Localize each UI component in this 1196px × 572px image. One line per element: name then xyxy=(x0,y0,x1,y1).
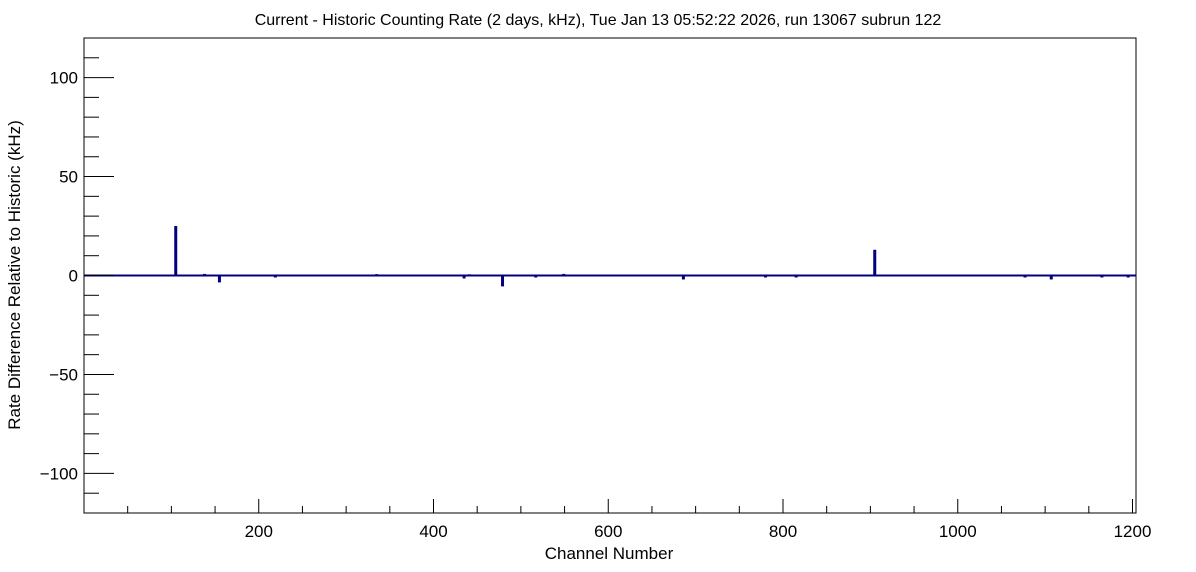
x-tick-label: 400 xyxy=(419,522,447,541)
data-bar xyxy=(873,249,877,276)
data-bar xyxy=(794,275,798,278)
y-tick-label: 100 xyxy=(50,69,78,88)
data-bar xyxy=(203,273,207,276)
x-tick-label: 800 xyxy=(769,522,797,541)
data-bar xyxy=(217,275,221,283)
data-bar xyxy=(681,275,685,280)
data-bar xyxy=(562,273,566,276)
y-tick-label: 50 xyxy=(59,168,78,187)
y-axis-label: Rate Difference Relative to Historic (kH… xyxy=(5,120,24,430)
data-marks xyxy=(84,226,1136,287)
data-bar xyxy=(273,275,277,278)
data-bar xyxy=(462,275,466,279)
x-tick-label: 600 xyxy=(594,522,622,541)
x-tick-label: 200 xyxy=(245,522,273,541)
data-bar xyxy=(764,275,768,278)
data-bar xyxy=(174,226,178,276)
data-bar xyxy=(375,274,379,276)
chart-title: Current - Historic Counting Rate (2 days… xyxy=(255,12,942,29)
data-bar xyxy=(1126,275,1130,278)
x-tick-label: 1200 xyxy=(1114,522,1152,541)
y-tick-label: −100 xyxy=(40,464,78,483)
data-bar xyxy=(1049,275,1053,280)
y-tick-label: 0 xyxy=(69,267,78,286)
x-axis-label: Channel Number xyxy=(545,544,674,563)
y-axis: −100 −50 0 50 100 xyxy=(40,57,114,494)
y-tick-label: −50 xyxy=(49,365,78,384)
data-bar xyxy=(1023,275,1027,278)
x-tick-label: 1000 xyxy=(939,522,977,541)
data-bar xyxy=(534,275,538,278)
data-bar xyxy=(501,275,505,287)
data-bar xyxy=(1100,275,1104,278)
x-axis: 200 400 600 800 1000 1200 xyxy=(127,499,1152,541)
data-bar xyxy=(467,274,471,276)
